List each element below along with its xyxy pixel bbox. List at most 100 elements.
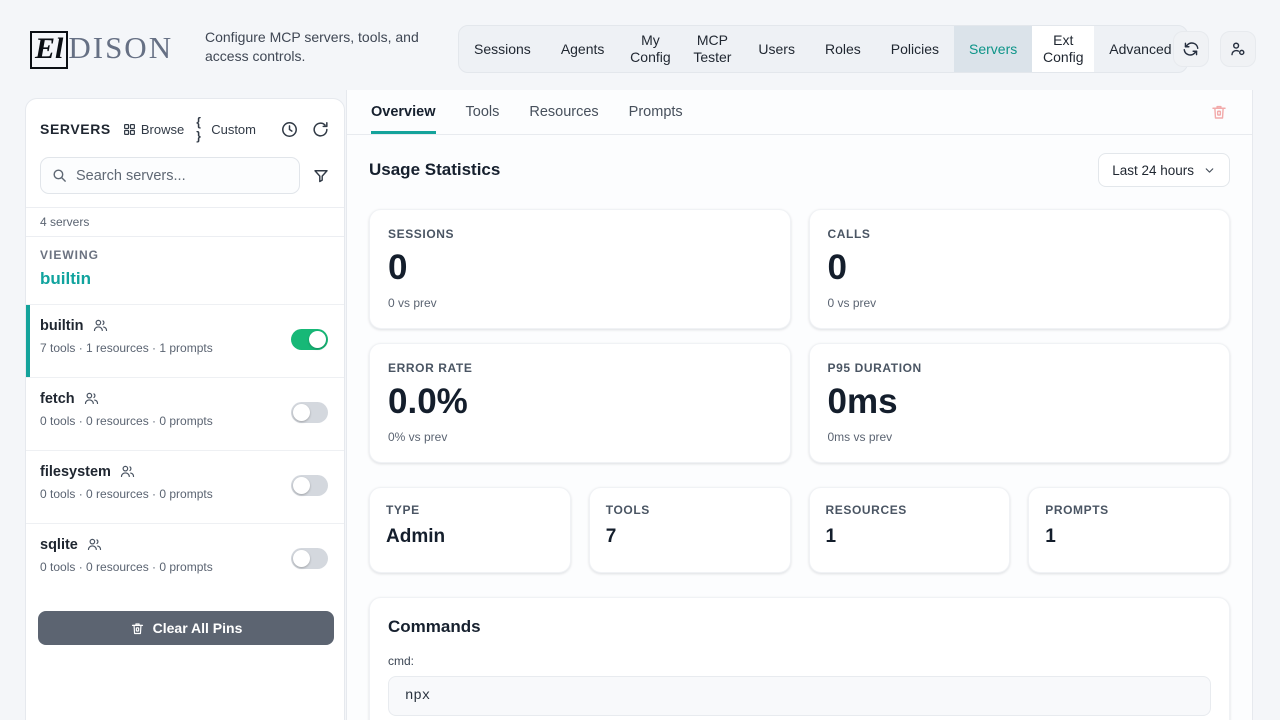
info-value: 1: [825, 526, 837, 547]
info-card-resources: RESOURCES 1: [808, 487, 1011, 573]
tab-prompts[interactable]: Prompts: [628, 103, 683, 120]
server-name: fetch: [40, 390, 75, 407]
viewing-value: builtin: [40, 269, 91, 288]
server-toggle[interactable]: [291, 475, 328, 496]
search-row: [26, 157, 344, 194]
server-toggle[interactable]: [291, 402, 328, 423]
server-name: sqlite: [40, 536, 78, 553]
server-detail-panel: Overview Tools Resources Prompts Usage S…: [346, 90, 1253, 720]
grid-icon: [123, 123, 136, 136]
nav-tab-users[interactable]: Users: [758, 40, 795, 57]
users-icon: [86, 536, 103, 553]
nav-tab-servers[interactable]: Servers: [954, 26, 1033, 72]
server-meta: 0 tools · 0 resources · 0 prompts: [40, 560, 213, 574]
stats-grid: SESSIONS 0 0 vs prev CALLS 0 0 vs prev E…: [369, 209, 1230, 463]
users-icon: [83, 390, 100, 407]
tab-tools[interactable]: Tools: [465, 103, 500, 120]
nav-tab-policies[interactable]: Policies: [890, 40, 940, 57]
server-name: filesystem: [40, 463, 111, 480]
custom-button[interactable]: { } Custom: [196, 115, 256, 143]
server-row-filesystem[interactable]: filesystem 0 tools · 0 resources · 0 pro…: [26, 450, 344, 523]
server-row-builtin[interactable]: builtin 7 tools · 1 resources · 1 prompt…: [26, 304, 344, 377]
nav-tab-advanced[interactable]: Advanced: [1109, 40, 1172, 57]
server-toggle[interactable]: [291, 329, 328, 350]
reload-icon[interactable]: [311, 120, 330, 139]
nav-tab-sessions[interactable]: Sessions: [474, 40, 531, 57]
stat-value: 0.0%: [388, 382, 468, 421]
top-nav: Sessions Agents My Config MCP Tester Use…: [458, 25, 1188, 73]
nav-tab-my-config[interactable]: My Config: [630, 32, 671, 65]
trash-icon: [1210, 103, 1228, 121]
nav-tab-roles[interactable]: Roles: [824, 40, 861, 57]
stat-sub: 0 vs prev: [827, 295, 877, 310]
server-row-fetch[interactable]: fetch 0 tools · 0 resources · 0 prompts: [26, 377, 344, 450]
info-label: PROMPTS: [1045, 503, 1109, 517]
tab-resources[interactable]: Resources: [529, 103, 599, 120]
search-icon: [51, 167, 68, 184]
stat-value: 0: [388, 248, 408, 287]
stat-label: CALLS: [827, 227, 871, 241]
info-value: 7: [605, 526, 617, 547]
app-logo: El DISON: [30, 30, 173, 69]
info-label: TYPE: [386, 503, 420, 517]
history-clock-icon[interactable]: [280, 120, 299, 139]
stat-sub: 0 vs prev: [388, 295, 437, 310]
server-meta: 0 tools · 0 resources · 0 prompts: [40, 414, 213, 428]
tab-overview[interactable]: Overview: [371, 90, 436, 134]
info-label: RESOURCES: [825, 503, 907, 517]
stat-sub: 0ms vs prev: [827, 429, 893, 444]
stat-label: ERROR RATE: [388, 361, 473, 375]
search-input[interactable]: [40, 157, 300, 194]
refresh-button[interactable]: [1173, 31, 1209, 67]
stat-sub: 0% vs prev: [388, 429, 448, 444]
refresh-icon: [1182, 40, 1200, 58]
time-range-dropdown[interactable]: Last 24 hours: [1098, 153, 1230, 187]
time-range-value: Last 24 hours: [1112, 162, 1194, 178]
nav-tab-mcp-tester[interactable]: MCP Tester: [693, 32, 732, 65]
user-settings-button[interactable]: [1220, 31, 1256, 67]
stat-card-sessions: SESSIONS 0 0 vs prev: [369, 209, 791, 329]
app-subtitle: Configure MCP servers, tools, and access…: [205, 29, 419, 64]
stat-card-error-rate: ERROR RATE 0.0% 0% vs prev: [369, 343, 791, 463]
stat-value: 0ms: [827, 382, 898, 421]
logo-boxed-letters: El: [30, 31, 69, 69]
browse-button[interactable]: Browse: [123, 122, 184, 137]
stat-label: P95 DURATION: [827, 361, 922, 375]
server-row-sqlite[interactable]: sqlite 0 tools · 0 resources · 0 prompts: [26, 523, 344, 596]
stat-label: SESSIONS: [388, 227, 455, 241]
sidebar-title: SERVERS: [40, 121, 111, 137]
detail-tab-bar: Overview Tools Resources Prompts: [347, 90, 1252, 135]
info-card-prompts: PROMPTS 1: [1028, 487, 1230, 573]
clear-all-pins-button[interactable]: Clear All Pins: [38, 611, 334, 645]
cmd-value-box[interactable]: npx: [388, 676, 1211, 716]
users-icon: [119, 463, 136, 480]
user-cog-icon: [1229, 40, 1247, 58]
servers-sidebar: SERVERS Browse { } Custom: [25, 98, 345, 720]
users-icon: [92, 317, 109, 334]
info-label: TOOLS: [605, 503, 650, 517]
app-header: El DISON Configure MCP servers, tools, a…: [0, 0, 1280, 90]
info-card-type: TYPE Admin: [369, 487, 571, 573]
commands-title: Commands: [388, 617, 481, 636]
nav-tab-ext-config[interactable]: Ext Config: [1032, 26, 1095, 72]
clear-all-pins-label: Clear All Pins: [152, 620, 243, 636]
info-grid: TYPE Admin TOOLS 7 RESOURCES 1 PROMPTS 1: [369, 487, 1230, 573]
commands-card: Commands cmd: npx: [369, 597, 1230, 720]
server-meta: 7 tools · 1 resources · 1 prompts: [40, 341, 213, 355]
overview-content: Usage Statistics Last 24 hours SESSIONS …: [347, 135, 1252, 720]
stat-value: 0: [827, 248, 847, 287]
sidebar-header: SERVERS Browse { } Custom: [26, 99, 344, 157]
stat-card-p95-duration: P95 DURATION 0ms 0ms vs prev: [808, 343, 1230, 463]
chevron-down-icon: [1203, 164, 1216, 177]
info-value: 1: [1045, 526, 1056, 547]
stat-card-calls: CALLS 0 0 vs prev: [808, 209, 1230, 329]
logo-rest-letters: DISON: [68, 30, 174, 65]
braces-icon: { }: [196, 115, 202, 143]
server-count: 4 servers: [26, 207, 344, 237]
browse-label: Browse: [140, 121, 185, 137]
filter-funnel-icon[interactable]: [312, 167, 330, 185]
nav-tab-agents[interactable]: Agents: [560, 40, 605, 57]
viewing-label: VIEWING: [40, 248, 100, 262]
delete-server-button[interactable]: [1210, 90, 1228, 134]
server-toggle[interactable]: [291, 548, 328, 569]
